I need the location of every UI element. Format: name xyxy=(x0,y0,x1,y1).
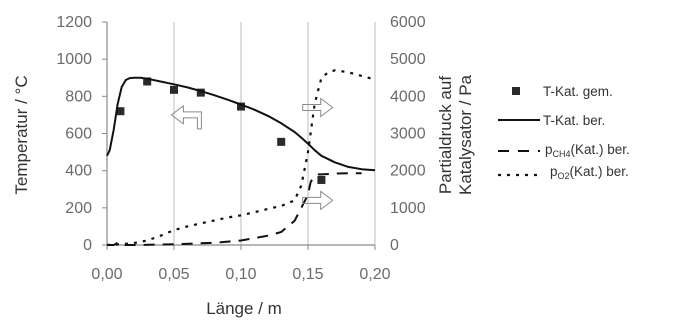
arrow-left-annotation xyxy=(170,104,202,130)
data-point-tkat-gem xyxy=(116,107,125,116)
y-left-tick-label: 800 xyxy=(65,88,92,105)
y-right-axis-label-line1: Partialdruck auf xyxy=(436,76,455,194)
y-right-tick-label: 5000 xyxy=(390,51,426,68)
y-left-tick-labels: 0 200 400 600 800 1000 1200 xyxy=(56,14,92,254)
y-right-tick-label: 6000 xyxy=(390,14,426,31)
data-point-tkat-gem xyxy=(277,137,286,146)
x-tick-label: 0,10 xyxy=(225,266,256,283)
y-right-tick-label: 2000 xyxy=(390,163,426,180)
x-tick-labels: 0,00 0,05 0,10 0,15 0,20 xyxy=(91,266,390,283)
y-left-tick-label: 1200 xyxy=(56,14,92,31)
y-left-tick-label: 200 xyxy=(65,200,92,217)
y-right-tick-label: 3000 xyxy=(390,126,426,143)
annotation-layer xyxy=(170,97,334,211)
arrow-right-annotation xyxy=(302,190,334,211)
x-axis-label: Länge / m xyxy=(206,299,282,318)
x-tick-label: 0,05 xyxy=(158,266,189,283)
y-left-tick-label: 1000 xyxy=(56,51,92,68)
data-point-tkat-gem xyxy=(237,102,245,111)
y-left-axis-label: Temperatur / °C xyxy=(12,75,31,194)
legend-marker-square xyxy=(512,87,520,95)
y-right-tick-labels: 0 1000 2000 3000 4000 5000 6000 xyxy=(390,14,426,254)
data-point-tkat-gem xyxy=(196,88,205,97)
grid xyxy=(173,22,376,245)
legend-label-tkat-gem: T-Kat. gem. xyxy=(543,84,613,99)
x-tick-label: 0,15 xyxy=(292,266,323,283)
y-right-tick-label: 4000 xyxy=(390,88,426,105)
data-point-tkat-gem xyxy=(143,77,152,86)
legend-label-tkat-ber: T-Kat. ber. xyxy=(543,113,605,128)
series-line-pch4 xyxy=(107,172,362,246)
y-left-tick-label: 600 xyxy=(65,126,92,143)
y-right-tick-label: 1000 xyxy=(390,200,426,217)
arrow-right-annotation xyxy=(302,97,334,118)
series-layer xyxy=(106,69,376,247)
legend-label-po2: pO2(Kat.) ber. xyxy=(550,164,629,181)
x-tick-label: 0,00 xyxy=(91,266,122,283)
x-tick-label: 0,20 xyxy=(359,266,390,283)
legend: T-Kat. gem. T-Kat. ber. pCH4(Kat.) ber. … xyxy=(498,84,630,181)
y-left-tick-label: 0 xyxy=(83,237,92,254)
series-line-tkat-ber xyxy=(106,76,376,172)
y-left-tick-label: 400 xyxy=(65,163,92,180)
y-right-axis-label-line2: Katalysator / Pa xyxy=(456,74,475,195)
data-point-tkat-gem xyxy=(170,85,178,94)
y-right-tick-label: 0 xyxy=(390,237,399,254)
data-point-tkat-gem xyxy=(317,175,326,184)
legend-label-pch4: pCH4(Kat.) ber. xyxy=(545,142,630,159)
